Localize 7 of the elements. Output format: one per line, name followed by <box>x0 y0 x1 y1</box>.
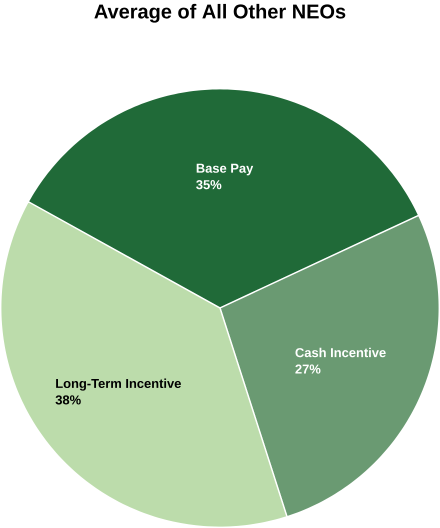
slice-label: Long-Term Incentive <box>56 378 181 391</box>
slice-label: Cash Incentive <box>296 348 386 358</box>
slice-label: Base Pay <box>196 164 254 176</box>
chart-title: Average of All Other NEOs <box>94 4 346 23</box>
data-label: 27% <box>295 364 320 374</box>
data-label: 35% <box>196 180 222 190</box>
data-label: 38% <box>56 395 81 404</box>
